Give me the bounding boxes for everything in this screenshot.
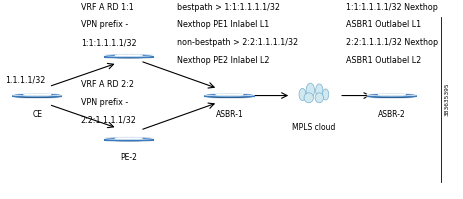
Ellipse shape — [204, 94, 255, 96]
Text: non-bestpath > 2:2:1.1.1.1/32: non-bestpath > 2:2:1.1.1.1/32 — [177, 38, 298, 47]
Ellipse shape — [104, 139, 154, 142]
Polygon shape — [367, 95, 417, 97]
Ellipse shape — [104, 56, 154, 59]
Ellipse shape — [104, 54, 154, 57]
Ellipse shape — [306, 83, 314, 98]
Text: ASBR1 Outlabel L1: ASBR1 Outlabel L1 — [346, 20, 421, 29]
Ellipse shape — [299, 88, 306, 100]
Text: VPN prefix -: VPN prefix - — [81, 98, 128, 106]
Text: VRF A RD 1:1: VRF A RD 1:1 — [81, 3, 133, 12]
Ellipse shape — [316, 84, 323, 97]
Text: MPLS cloud: MPLS cloud — [292, 123, 336, 132]
Text: 1:1:1.1.1.1/32 Nexthop: 1:1:1.1.1.1/32 Nexthop — [346, 3, 438, 12]
Text: ASBR-2: ASBR-2 — [378, 110, 406, 119]
Text: 2:2:1.1.1.1/32 Nexthop: 2:2:1.1.1.1/32 Nexthop — [346, 38, 438, 47]
Ellipse shape — [315, 93, 324, 103]
Polygon shape — [104, 55, 154, 58]
Text: PE-2: PE-2 — [120, 153, 137, 162]
Ellipse shape — [104, 137, 154, 139]
Polygon shape — [12, 95, 63, 97]
Text: VPN prefix -: VPN prefix - — [81, 20, 128, 29]
Text: bestpath > 1:1:1.1.1.1/32: bestpath > 1:1:1.1.1.1/32 — [177, 3, 280, 12]
Text: 383635395: 383635395 — [444, 83, 449, 116]
Polygon shape — [204, 95, 255, 97]
Ellipse shape — [204, 96, 255, 99]
Ellipse shape — [367, 96, 417, 99]
Ellipse shape — [304, 93, 313, 103]
Text: ASBR1 Outlabel L2: ASBR1 Outlabel L2 — [346, 56, 421, 65]
Text: 2:2:1.1.1.1/32: 2:2:1.1.1.1/32 — [81, 115, 137, 124]
Text: ASBR-1: ASBR-1 — [215, 110, 243, 119]
Text: CE: CE — [32, 110, 42, 119]
Ellipse shape — [12, 96, 63, 99]
Text: Nexthop PE2 Inlabel L2: Nexthop PE2 Inlabel L2 — [177, 56, 269, 65]
Text: Nexthop PE1 Inlabel L1: Nexthop PE1 Inlabel L1 — [177, 20, 269, 29]
Ellipse shape — [322, 89, 329, 100]
Text: 1.1.1.1/32: 1.1.1.1/32 — [5, 76, 46, 85]
Polygon shape — [104, 138, 154, 141]
Ellipse shape — [367, 94, 417, 96]
Text: VRF A RD 2:2: VRF A RD 2:2 — [81, 80, 134, 89]
Ellipse shape — [12, 94, 63, 96]
Text: 1:1:1.1.1.1/32: 1:1:1.1.1.1/32 — [81, 38, 137, 47]
